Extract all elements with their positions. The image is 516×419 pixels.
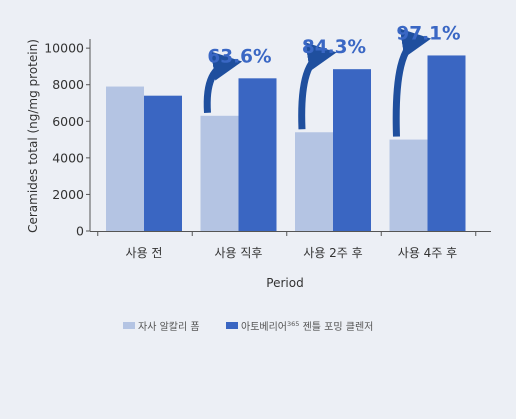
x-axis-title: Period	[266, 276, 303, 290]
x-tick-label-3: 사용 4주 후	[398, 246, 457, 260]
y-tick-label-2: 4000	[52, 150, 84, 165]
bar-series-a-2	[295, 132, 333, 231]
y-axis-title: Ceramides total (ng/mg protein)	[26, 39, 40, 233]
legend: 자사 알칼리 폼 아토베리어365 젠틀 포밍 클렌저	[123, 320, 373, 333]
legend-label-series-a: 자사 알칼리 폼	[138, 320, 200, 333]
annotation-label-1: 84.3%	[302, 37, 366, 58]
growth-arrow-1	[298, 42, 337, 130]
plot-area: 사용 전 사용 직후 사용 2주 후 사용 4주 후 0 2000 4000 6000 8000…	[44, 23, 491, 260]
bar-series-b-3	[427, 55, 466, 232]
y-tick-label-5: 10000	[44, 41, 84, 56]
legend-label-series-b-suffix: 젠틀 포밍 클렌저	[299, 321, 373, 333]
legend-label-series-b-name: 아토베리어	[241, 321, 287, 333]
legend-label-series-b: 아토베리어365 젠틀 포밍 클렌저	[241, 320, 373, 333]
bar-series-a-1	[200, 115, 239, 231]
y-tick-label-0: 0	[76, 224, 84, 239]
bar-series-a-3	[389, 139, 428, 231]
legend-swatch-series-a	[123, 322, 135, 329]
y-tick-label-1: 2000	[52, 187, 84, 202]
legend-label-series-b-sup: 365	[287, 320, 299, 328]
growth-arrow-0	[203, 51, 243, 114]
y-tick-label-4: 8000	[52, 77, 84, 92]
annotation-label-0: 63.6%	[207, 46, 271, 67]
bar-series-b-0	[144, 95, 182, 231]
bar-series-a-0	[106, 86, 144, 232]
growth-arrow-2	[392, 28, 432, 137]
legend-swatch-series-b	[226, 322, 238, 329]
annotation-label-2: 97.1%	[396, 23, 460, 44]
y-tick-label-3: 6000	[52, 114, 84, 129]
x-tick-label-1: 사용 직후	[215, 246, 263, 260]
x-tick-label-2: 사용 2주 후	[303, 246, 362, 260]
x-tick-label-0: 사용 전	[126, 246, 163, 260]
bar-series-b-2	[333, 69, 371, 232]
bar-series-b-1	[238, 78, 277, 231]
